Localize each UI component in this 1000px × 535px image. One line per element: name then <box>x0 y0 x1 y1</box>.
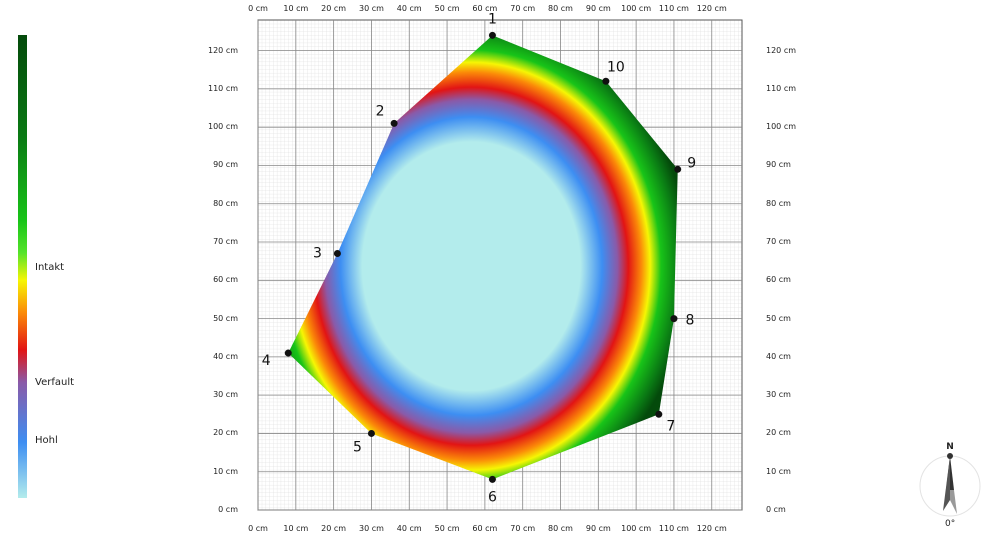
y-tick-label-left: 20 cm <box>213 428 238 438</box>
measurement-point-7[interactable] <box>655 410 663 418</box>
x-tick-label-bottom: 30 cm <box>358 524 384 533</box>
y-tick-label-right: 90 cm <box>766 160 791 170</box>
x-tick-label-top: 0 cm <box>248 4 268 13</box>
measurement-point-label: 10 <box>607 59 625 75</box>
x-tick-label-bottom: 110 cm <box>658 524 689 533</box>
y-tick-label-left: 70 cm <box>213 237 238 247</box>
y-tick-label-left: 10 cm <box>213 466 238 476</box>
compass-bearing: 0° <box>945 519 956 529</box>
x-tick-label-bottom: 50 cm <box>434 524 460 533</box>
x-tick-label-top: 80 cm <box>548 4 573 13</box>
y-tick-label-left: 40 cm <box>213 351 238 361</box>
y-tick-label-right: 110 cm <box>766 83 797 93</box>
x-tick-label-bottom: 120 cm <box>696 524 727 533</box>
legend-label-verfault: Verfault <box>35 377 75 388</box>
x-tick-label-bottom: 90 cm <box>585 524 611 533</box>
y-tick-label-right: 20 cm <box>766 428 791 438</box>
compass-north-label: N <box>946 442 954 452</box>
x-tick-label-top: 100 cm <box>621 4 652 13</box>
x-tick-label-bottom: 20 cm <box>321 524 347 533</box>
measurement-point-label: 2 <box>376 103 385 119</box>
x-tick-label-top: 30 cm <box>358 4 384 13</box>
legend-label-intakt: Intakt <box>35 262 65 273</box>
y-tick-label-right: 60 cm <box>766 275 791 285</box>
x-tick-label-bottom: 70 cm <box>510 524 536 533</box>
measurement-point-5[interactable] <box>367 429 375 437</box>
x-tick-label-top: 120 cm <box>696 4 727 13</box>
x-tick-label-bottom: 10 cm <box>283 524 309 533</box>
x-tick-label-bottom: 80 cm <box>548 524 573 533</box>
y-tick-label-right: 50 cm <box>766 313 791 323</box>
x-tick-label-top: 70 cm <box>510 4 536 13</box>
measurement-point-label: 5 <box>353 439 362 455</box>
measurement-point-4[interactable] <box>284 349 292 357</box>
x-tick-label-top: 20 cm <box>321 4 347 13</box>
measurement-point-label: 8 <box>685 313 694 329</box>
y-tick-label-left: 110 cm <box>208 83 239 93</box>
y-tick-label-right: 70 cm <box>766 237 791 247</box>
y-tick-label-right: 30 cm <box>766 390 791 400</box>
y-tick-label-right: 120 cm <box>766 45 797 55</box>
y-tick-label-left: 80 cm <box>213 198 238 208</box>
legend-label-hohl: Hohl <box>35 435 58 446</box>
y-tick-label-left: 30 cm <box>213 390 238 400</box>
x-tick-label-top: 40 cm <box>396 4 422 13</box>
y-tick-label-right: 10 cm <box>766 466 791 476</box>
measurement-point-10[interactable] <box>602 77 610 85</box>
y-tick-label-left: 100 cm <box>208 122 239 132</box>
measurement-point-9[interactable] <box>674 165 682 173</box>
measurement-point-label: 4 <box>262 353 271 369</box>
x-tick-label-top: 90 cm <box>585 4 611 13</box>
measurement-point-1[interactable] <box>488 31 496 39</box>
x-tick-label-bottom: 100 cm <box>621 524 652 533</box>
measurement-point-6[interactable] <box>488 475 496 483</box>
y-tick-label-left: 90 cm <box>213 160 238 170</box>
y-tick-label-right: 0 cm <box>766 505 786 514</box>
measurement-point-8[interactable] <box>670 315 678 323</box>
x-tick-label-bottom: 40 cm <box>396 524 422 533</box>
measurement-point-label: 1 <box>488 11 497 27</box>
x-tick-label-bottom: 0 cm <box>248 524 268 533</box>
measurement-point-label: 9 <box>687 155 696 171</box>
y-tick-label-right: 100 cm <box>766 122 797 132</box>
measurement-point-2[interactable] <box>390 119 398 127</box>
measurement-point-label: 3 <box>313 246 322 262</box>
y-tick-label-left: 60 cm <box>213 275 238 285</box>
y-tick-label-right: 80 cm <box>766 198 791 208</box>
color-scale-bar <box>18 35 27 498</box>
x-tick-label-top: 50 cm <box>434 4 460 13</box>
x-tick-label-top: 10 cm <box>283 4 309 13</box>
measurement-point-3[interactable] <box>333 250 341 258</box>
measurement-point-label: 7 <box>666 418 675 434</box>
y-tick-label-left: 50 cm <box>213 313 238 323</box>
x-tick-label-top: 110 cm <box>658 4 689 13</box>
compass-icon: N <box>919 438 981 533</box>
y-tick-label-left: 120 cm <box>208 45 239 55</box>
y-tick-label-left: 0 cm <box>218 505 238 514</box>
y-tick-label-right: 40 cm <box>766 351 791 361</box>
heatmap-region <box>288 35 678 480</box>
x-tick-label-top: 60 cm <box>472 4 498 13</box>
measurement-point-label: 6 <box>488 489 497 505</box>
x-tick-label-bottom: 60 cm <box>472 524 498 533</box>
